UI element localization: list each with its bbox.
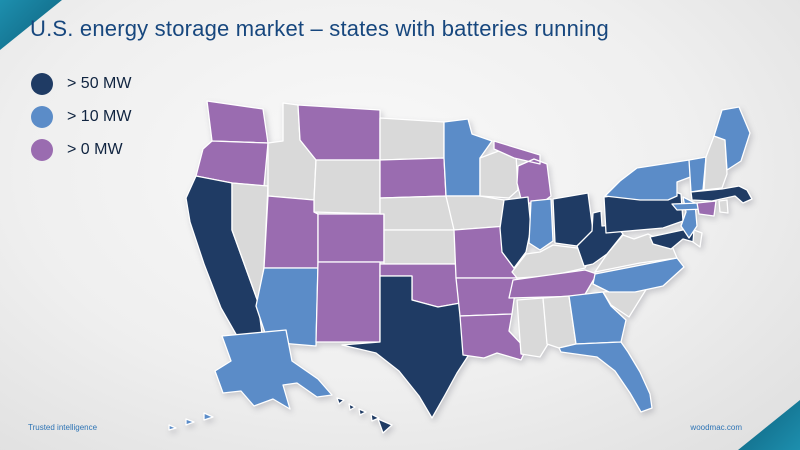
state-tennessee bbox=[508, 269, 598, 299]
legend-item-gt10: > 10 MW bbox=[30, 105, 131, 129]
state-kansas bbox=[383, 229, 463, 265]
state-new-hampshire bbox=[703, 135, 728, 191]
page-title: U.S. energy storage market – states with… bbox=[30, 16, 609, 41]
state-north-carolina bbox=[592, 257, 685, 293]
state-new-mexico bbox=[315, 261, 381, 343]
legend-swatch-gt10-icon bbox=[31, 106, 53, 128]
state-illinois bbox=[499, 196, 532, 269]
state-texas bbox=[341, 275, 473, 419]
state-arkansas bbox=[455, 277, 518, 317]
footer-tagline: Trusted intelligence bbox=[28, 423, 98, 432]
state-vermont bbox=[688, 156, 707, 193]
state-alaska bbox=[168, 329, 333, 431]
legend-label-gt0: > 0 MW bbox=[67, 141, 123, 158]
state-utah bbox=[263, 195, 319, 269]
state-wyoming bbox=[313, 159, 381, 215]
legend-item-gt0: > 0 MW bbox=[30, 138, 131, 162]
legend-swatch-gt0-icon bbox=[31, 139, 53, 161]
state-delaware bbox=[692, 229, 703, 248]
footer-website: woodmac.com bbox=[690, 423, 742, 432]
state-colorado bbox=[317, 213, 385, 263]
state-rhode-island bbox=[718, 199, 729, 214]
legend: > 50 MW > 10 MW > 0 MW bbox=[30, 72, 131, 171]
state-washington bbox=[206, 100, 269, 144]
state-louisiana bbox=[459, 313, 527, 361]
state-massachusetts bbox=[690, 185, 753, 204]
state-maine bbox=[713, 106, 751, 171]
legend-label-gt50: > 50 MW bbox=[67, 75, 132, 92]
state-nebraska bbox=[379, 195, 457, 231]
state-iowa bbox=[445, 195, 508, 231]
state-montana bbox=[297, 104, 381, 161]
state-hawaii bbox=[336, 397, 393, 434]
state-arizona bbox=[255, 267, 319, 347]
state-mississippi bbox=[516, 297, 549, 358]
state-north-dakota bbox=[379, 117, 445, 161]
state-florida bbox=[558, 341, 653, 413]
state-connecticut bbox=[696, 200, 717, 217]
state-indiana bbox=[528, 198, 554, 251]
legend-label-gt10: > 10 MW bbox=[67, 108, 132, 125]
legend-item-gt50: > 50 MW bbox=[30, 72, 131, 96]
legend-swatch-gt50-icon bbox=[31, 73, 53, 95]
state-south-dakota bbox=[379, 157, 447, 199]
